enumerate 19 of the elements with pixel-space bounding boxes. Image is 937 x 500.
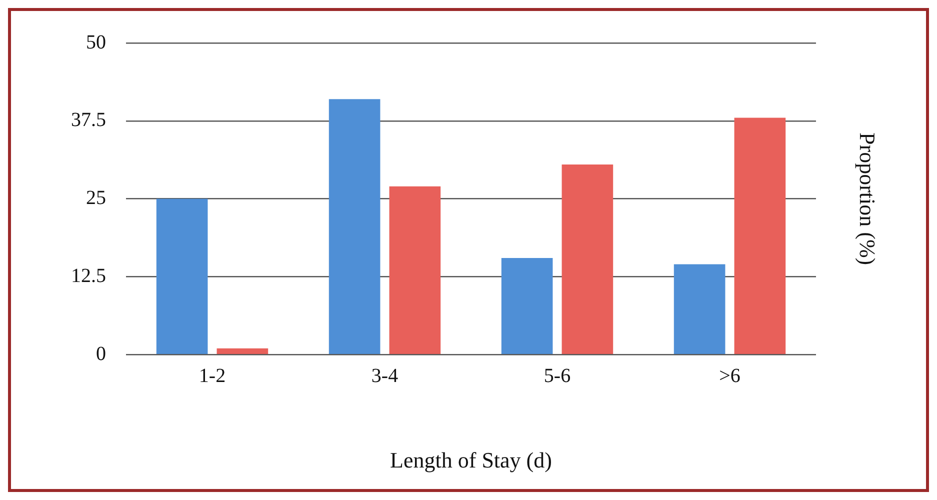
x-tick-label: 5-6 xyxy=(544,364,571,387)
x-tick-label: 1-2 xyxy=(198,364,226,387)
bar xyxy=(389,186,441,354)
bar xyxy=(328,99,380,354)
x-tick-label: 3-4 xyxy=(371,364,398,387)
x-axis-title: Length of Stay (d) xyxy=(390,448,552,473)
x-tick-label: >6 xyxy=(719,364,740,387)
bar xyxy=(156,198,208,354)
bar xyxy=(674,264,726,354)
bar xyxy=(501,258,553,354)
bar xyxy=(562,164,614,354)
y-tick-label: 12.5 xyxy=(71,264,106,287)
y-tick-label: 37.5 xyxy=(71,109,106,132)
bar xyxy=(216,348,268,354)
y-tick-label: 0 xyxy=(96,342,106,365)
bar xyxy=(734,118,786,354)
y-tick-label: 25 xyxy=(86,187,106,210)
y-axis-title: Proportion (%) xyxy=(855,132,880,266)
y-tick-label: 50 xyxy=(86,31,106,54)
